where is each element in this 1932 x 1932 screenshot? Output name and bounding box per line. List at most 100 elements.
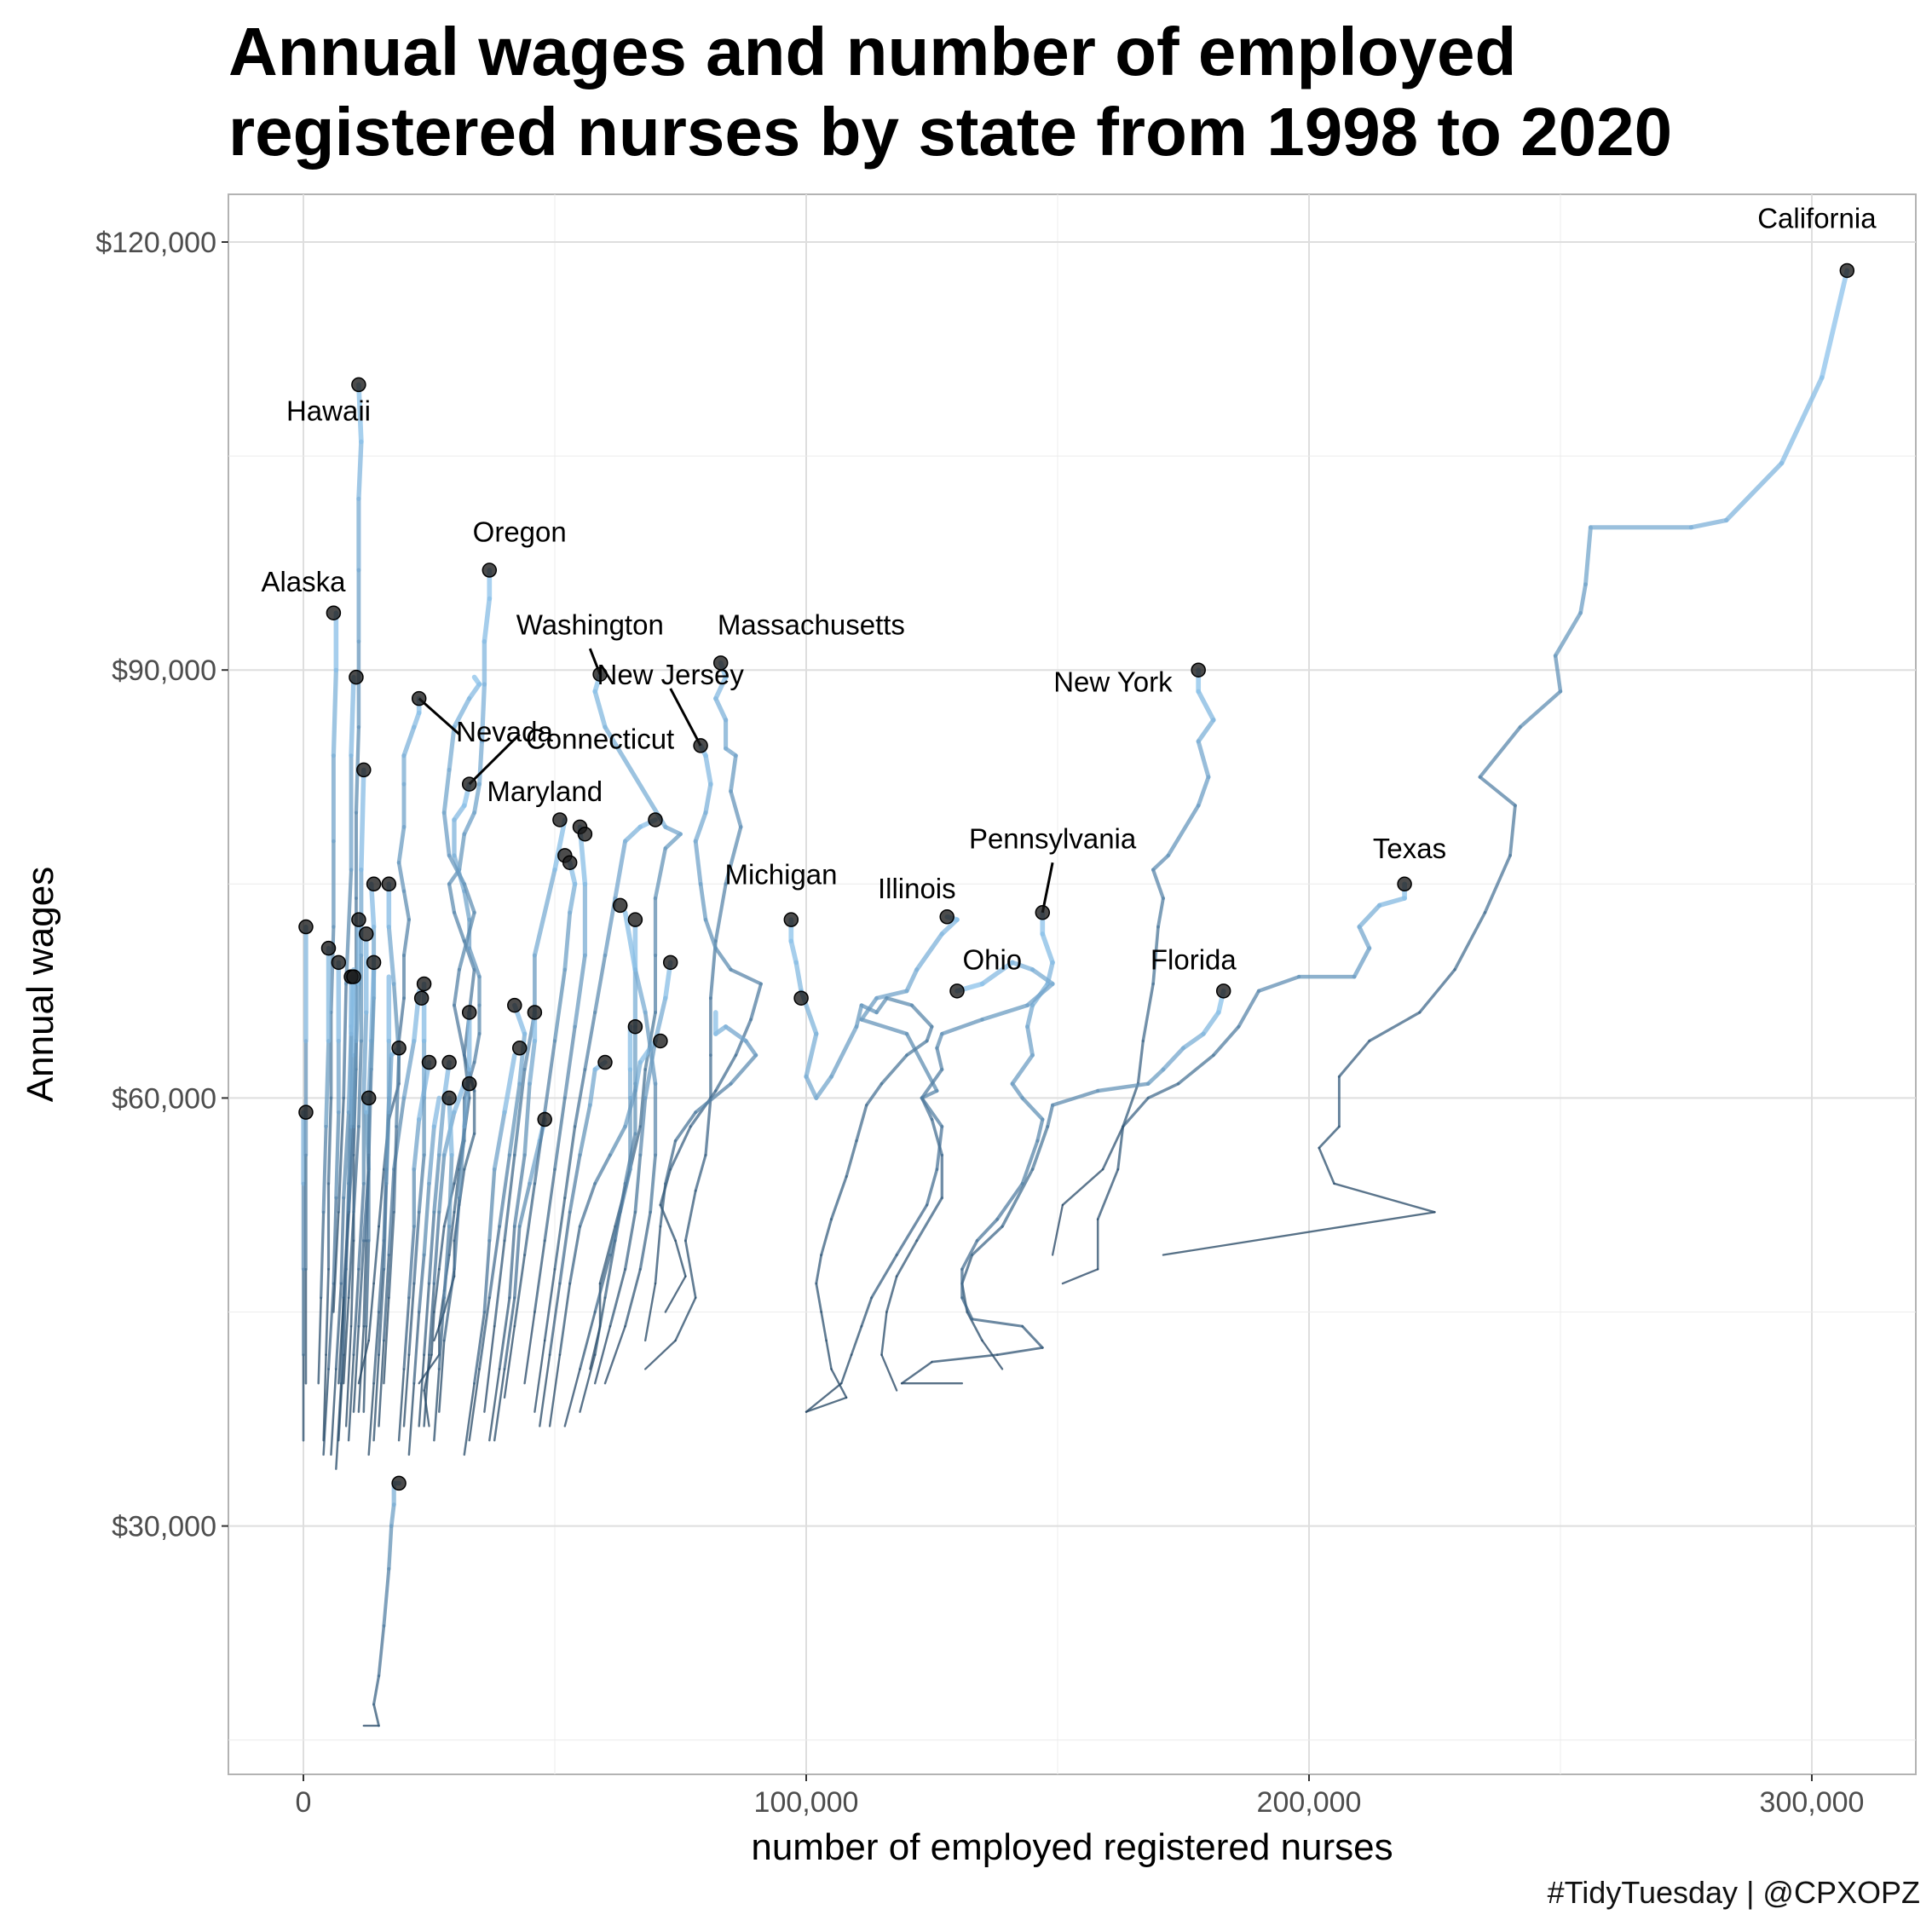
state-label: Michigan	[724, 858, 837, 890]
series-segment	[452, 696, 472, 730]
series-segment	[347, 1210, 355, 1300]
series-segment	[664, 1139, 678, 1185]
series-segment	[330, 1368, 337, 1456]
series-segment	[427, 1124, 436, 1186]
series-segment	[361, 1010, 369, 1100]
series-segment	[825, 1339, 833, 1370]
series-segment	[356, 439, 364, 502]
series-segment	[326, 1282, 335, 1371]
endpoint-marker	[537, 1111, 552, 1127]
series-segment	[401, 1038, 417, 1100]
series-segment	[613, 839, 628, 901]
series-puerto-rico	[362, 1480, 401, 1727]
series-mississippi	[407, 1095, 442, 1456]
series-segment	[1318, 1125, 1341, 1150]
series-segment	[517, 1181, 532, 1229]
endpoint-marker	[712, 655, 729, 671]
endpoint-marker	[461, 776, 477, 792]
series-segment	[1237, 989, 1261, 1029]
series-segment	[472, 781, 482, 816]
series-segment	[579, 1353, 597, 1413]
series-michigan	[788, 917, 934, 1413]
endpoint-marker	[693, 738, 708, 753]
endpoint-marker	[359, 926, 374, 942]
series-segment	[931, 1353, 999, 1364]
series-segment	[1779, 375, 1825, 466]
series-segment	[1122, 1082, 1139, 1128]
series-segment	[1010, 960, 1035, 972]
state-label: Florida	[1151, 944, 1237, 976]
endpoint-marker	[783, 912, 799, 927]
series-segment	[402, 1353, 411, 1427]
series-segment	[749, 982, 763, 1022]
series-segment	[649, 1153, 657, 1214]
endpoint-marker	[320, 940, 337, 956]
series-segment	[622, 909, 638, 972]
series-segment	[1025, 982, 1055, 1008]
series-segment	[703, 753, 713, 787]
series-segment	[483, 1325, 496, 1413]
series-segment	[583, 1010, 597, 1071]
series-segment	[613, 1182, 627, 1243]
series-segment	[334, 1110, 341, 1200]
series-segment	[689, 1089, 718, 1128]
series-segment	[578, 1103, 592, 1157]
series-segment	[568, 1225, 582, 1285]
series-segment	[935, 1046, 944, 1071]
series-segment	[724, 825, 743, 886]
y-tick-label: $30,000	[112, 1511, 216, 1543]
series-segment	[914, 931, 944, 972]
series-segment	[498, 1153, 511, 1229]
series-segment	[1156, 897, 1165, 929]
series-segment	[1166, 803, 1201, 858]
series-segment	[351, 1039, 359, 1129]
endpoint-marker	[612, 897, 628, 914]
series-segment	[979, 960, 1015, 987]
series-segment	[1256, 974, 1301, 994]
leader-line	[468, 733, 521, 786]
endpoint-marker	[356, 762, 372, 778]
series-segment	[1553, 610, 1583, 658]
series-segment	[568, 881, 578, 915]
x-tick-label: 300,000	[1760, 1786, 1865, 1819]
endpoint-marker	[351, 912, 366, 927]
series-segment	[644, 1339, 677, 1370]
series-segment	[528, 1139, 542, 1186]
series-segment	[1035, 1117, 1045, 1143]
series-segment	[920, 1067, 944, 1100]
endpoint-marker	[326, 605, 342, 620]
endpoint-marker	[552, 812, 568, 828]
series-segment	[895, 1239, 919, 1278]
series-segment	[1196, 739, 1211, 780]
series-segment	[378, 1168, 385, 1228]
series-segment	[442, 1267, 456, 1342]
series-lines	[301, 268, 1850, 1727]
series-segment	[503, 1296, 516, 1371]
series-segment	[563, 1125, 577, 1200]
leader-line	[1041, 862, 1054, 914]
series-segment	[905, 1039, 929, 1058]
series-segment	[433, 1267, 441, 1313]
series-segment	[453, 1168, 461, 1214]
series-segment	[684, 1239, 697, 1300]
series-segment	[624, 1267, 642, 1328]
series-segment	[453, 967, 461, 1007]
endpoint-marker	[482, 562, 498, 578]
series-segment	[386, 1053, 394, 1115]
series-segment	[1376, 896, 1407, 908]
series-segment	[693, 810, 708, 844]
series-segment	[593, 1296, 607, 1357]
series-segment	[558, 1210, 572, 1285]
series-segment	[743, 1039, 758, 1058]
series-segment	[814, 1074, 833, 1100]
series-segment	[1368, 1011, 1422, 1043]
series-segment	[669, 1125, 692, 1171]
series-segment	[664, 1275, 687, 1313]
series-segment	[713, 882, 728, 943]
series-segment	[975, 1217, 1000, 1243]
series-segment	[562, 1024, 577, 1100]
series-segment	[502, 1053, 517, 1115]
series-segment	[729, 967, 763, 986]
series-segment	[365, 1239, 371, 1328]
series-segment	[332, 1211, 340, 1313]
